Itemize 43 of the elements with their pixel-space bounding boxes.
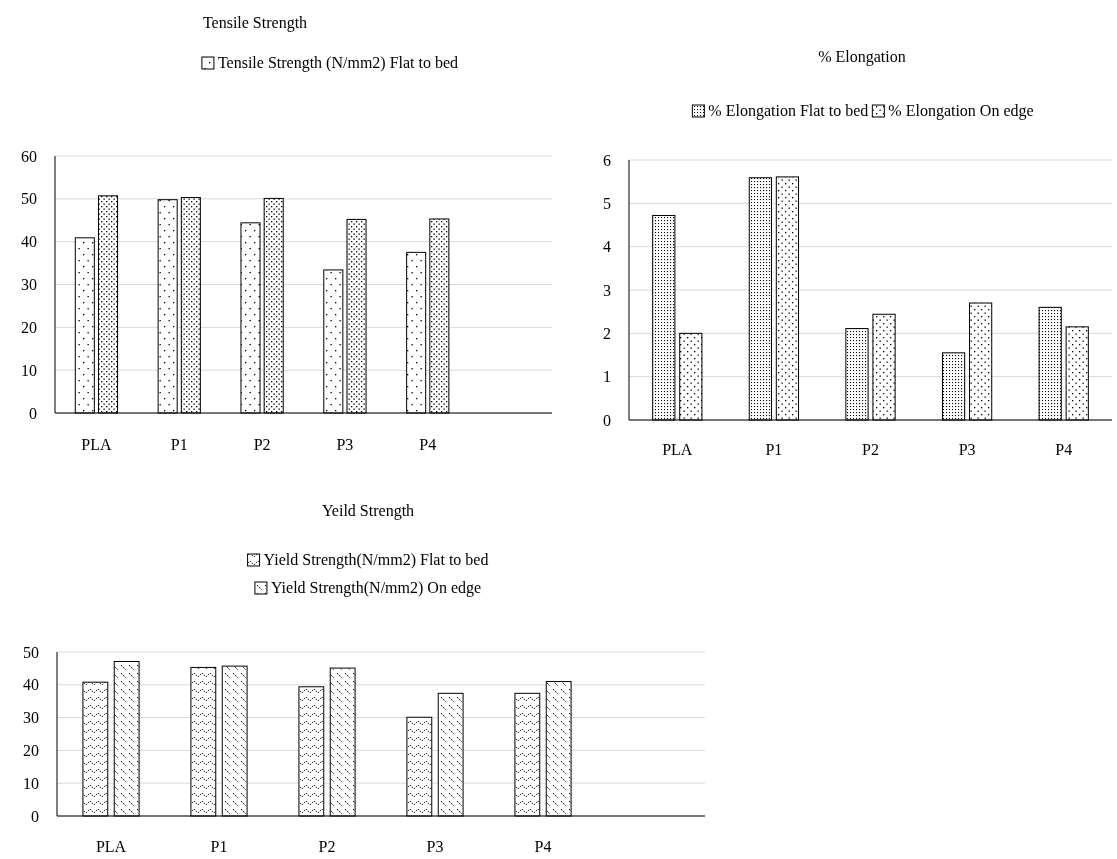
x-tick-label: P3 <box>336 436 354 453</box>
y-tick-label: 3 <box>603 281 611 299</box>
x-tick-label: P2 <box>253 436 271 453</box>
y-tick-label: 2 <box>603 324 611 342</box>
x-tick-label: P4 <box>419 436 437 453</box>
chart-title: Yeild Strength <box>321 502 415 520</box>
y-tick-label: 10 <box>21 361 37 379</box>
x-tick-label: P1 <box>210 838 228 855</box>
x-tick-label: P3 <box>958 441 976 458</box>
legend-label: Yield Strength(N/mm2) On edge <box>270 579 482 597</box>
legend-label: Tensile Strength (N/mm2) Flat to bed <box>217 54 459 72</box>
x-tick-label: P1 <box>170 436 188 453</box>
y-tick-label: 0 <box>29 404 37 422</box>
y-tick-label: 1 <box>603 368 611 386</box>
y-tick-label: 5 <box>603 194 611 212</box>
x-tick-label: P1 <box>765 441 783 458</box>
y-tick-label: 4 <box>603 238 611 256</box>
y-tick-label: 20 <box>23 742 39 759</box>
x-tick-label: P4 <box>534 838 552 855</box>
y-tick-label: 40 <box>23 676 39 694</box>
y-tick-label: 0 <box>31 807 39 825</box>
y-tick-label: 10 <box>23 774 39 792</box>
x-tick-label: P4 <box>1055 441 1073 458</box>
y-tick-label: 60 <box>21 147 37 165</box>
x-tick-label: P3 <box>426 838 444 855</box>
y-tick-label: 0 <box>603 411 611 429</box>
legend-label: % Elongation Flat to bed <box>708 102 869 120</box>
x-tick-label: P2 <box>862 441 879 458</box>
y-tick-label: 50 <box>23 643 39 661</box>
chart-title: % Elongation <box>818 48 906 66</box>
y-tick-label: 40 <box>21 233 37 251</box>
x-tick-label: PLA <box>662 441 693 458</box>
chart-title: Tensile Strength <box>202 14 308 32</box>
x-tick-label: PLA <box>81 436 112 453</box>
y-tick-label: 30 <box>23 709 39 727</box>
y-tick-label: 30 <box>21 276 37 294</box>
y-tick-label: 50 <box>21 190 37 208</box>
x-tick-label: P2 <box>318 838 336 855</box>
x-tick-label: PLA <box>95 838 127 855</box>
y-tick-label: 6 <box>603 151 611 169</box>
y-tick-label: 20 <box>21 318 37 336</box>
legend-label: % Elongation On edge <box>888 102 1034 120</box>
legend-label: Yield Strength(N/mm2) Flat to bed <box>263 551 489 569</box>
